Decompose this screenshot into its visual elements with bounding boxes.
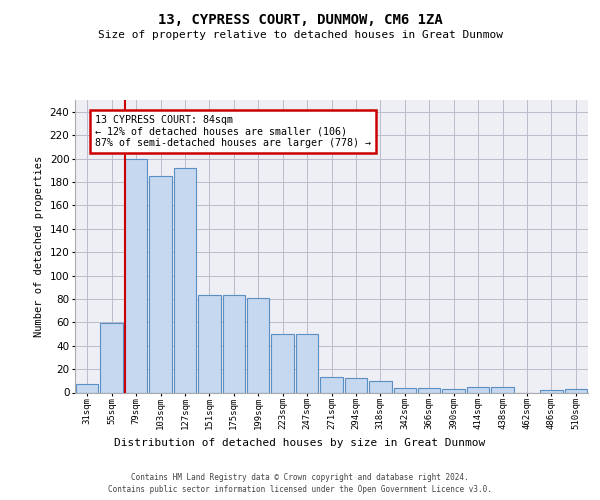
Text: 13 CYPRESS COURT: 84sqm
← 12% of detached houses are smaller (106)
87% of semi-d: 13 CYPRESS COURT: 84sqm ← 12% of detache… [95,115,371,148]
Y-axis label: Number of detached properties: Number of detached properties [34,156,44,337]
Bar [344,378,367,392]
Bar [76,384,98,392]
Bar [565,389,587,392]
Bar [271,334,294,392]
Bar [418,388,440,392]
Text: Contains public sector information licensed under the Open Government Licence v3: Contains public sector information licen… [108,485,492,494]
Bar [223,296,245,392]
Text: 13, CYPRESS COURT, DUNMOW, CM6 1ZA: 13, CYPRESS COURT, DUNMOW, CM6 1ZA [158,12,442,26]
Bar [125,158,148,392]
Bar [296,334,319,392]
Bar [320,378,343,392]
Bar [369,381,392,392]
Bar [442,389,465,392]
Bar [540,390,563,392]
Text: Size of property relative to detached houses in Great Dunmow: Size of property relative to detached ho… [97,30,503,40]
Bar [247,298,269,392]
Bar [100,324,123,392]
Text: Contains HM Land Registry data © Crown copyright and database right 2024.: Contains HM Land Registry data © Crown c… [131,472,469,482]
Bar [491,386,514,392]
Bar [394,388,416,392]
Text: Distribution of detached houses by size in Great Dunmow: Distribution of detached houses by size … [115,438,485,448]
Bar [149,176,172,392]
Bar [173,168,196,392]
Bar [467,386,490,392]
Bar [198,296,221,392]
